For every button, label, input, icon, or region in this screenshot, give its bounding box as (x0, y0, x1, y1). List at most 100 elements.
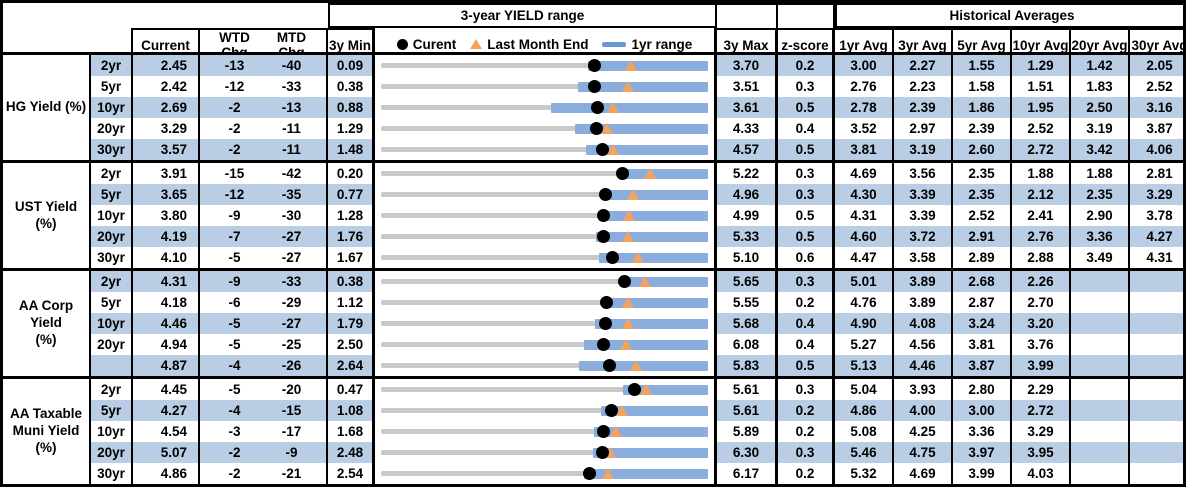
cell-current: 4.31 (133, 271, 200, 292)
cell-wtd-chg: -9 (228, 208, 241, 223)
col-header-z-score: z-score (778, 28, 835, 60)
range-track (381, 471, 708, 476)
current-marker (618, 275, 632, 288)
range-chart (375, 55, 717, 76)
one-year-range-bar (601, 405, 708, 416)
range-chart (375, 442, 717, 463)
cell-mtd-chg: -20 (281, 382, 302, 397)
cell-current: 4.19 (133, 226, 200, 247)
cell-avg-1yr-avg: 5.46 (835, 442, 894, 463)
cell-avg-3yr-avg: 4.56 (894, 334, 953, 355)
cell-avg-10yr-avg: 1.29 (1012, 55, 1071, 76)
legend-current-label: Curent (412, 36, 457, 52)
tenor-label: 20yr (91, 334, 133, 355)
last-month-end-marker (615, 405, 628, 416)
one-year-range-bar (604, 189, 708, 200)
cell-current: 3.57 (133, 139, 200, 160)
cell-avg-3yr-avg: 2.23 (894, 76, 953, 97)
cell-z-score: 0.2 (778, 292, 835, 313)
cell-avg-20yr-avg: 2.90 (1071, 205, 1130, 226)
range-plot (381, 247, 708, 268)
cell-avg-10yr-avg: 4.03 (1012, 463, 1071, 484)
cell-current: 3.65 (133, 184, 200, 205)
cell-mtd-chg: -33 (281, 274, 302, 289)
tenor-label: 10yr (91, 421, 133, 442)
last-month-end-marker (624, 60, 637, 71)
last-month-end-marker (603, 447, 616, 458)
cell-mtd-chg: -33 (281, 79, 302, 94)
cell-wtd-mtd: -4 -15 (200, 400, 328, 421)
current-marker (596, 446, 610, 459)
cell-3y-max: 5.22 (717, 163, 778, 184)
cell-z-score: 0.3 (778, 184, 835, 205)
range-track (381, 450, 708, 455)
current-marker (599, 188, 613, 201)
tenor-label: 5yr (91, 400, 133, 421)
last-month-end-triangle-icon (470, 39, 483, 49)
range-chart (375, 421, 717, 442)
cell-avg-3yr-avg: 3.93 (894, 379, 953, 400)
cell-3y-min: 1.29 (328, 118, 375, 139)
cell-z-score: 0.5 (778, 97, 835, 118)
range-plot (381, 55, 708, 76)
cell-avg-10yr-avg: 2.76 (1012, 226, 1071, 247)
cell-avg-5yr-avg: 2.68 (953, 271, 1012, 292)
tenor-label: 20yr (91, 442, 133, 463)
cell-avg-10yr-avg: 2.72 (1012, 400, 1071, 421)
header-spacer-tenor (3, 28, 133, 60)
cell-wtd-mtd: -2 -11 (200, 118, 328, 139)
cell-z-score: 0.5 (778, 355, 835, 376)
cell-3y-min: 0.38 (328, 76, 375, 97)
cell-3y-max: 3.70 (717, 55, 778, 76)
group-label: UST Yield (%) (3, 163, 91, 268)
cell-wtd-mtd: -7 -27 (200, 226, 328, 247)
cell-avg-30yr-avg: 3.29 (1130, 184, 1183, 205)
cell-wtd-chg: -7 (228, 229, 241, 244)
cell-avg-5yr-avg: 2.35 (953, 163, 1012, 184)
cell-wtd-chg: -13 (224, 58, 245, 73)
range-chart (375, 205, 717, 226)
cell-wtd-chg: -6 (228, 295, 241, 310)
last-month-end-marker (621, 318, 634, 329)
cell-avg-20yr-avg (1071, 292, 1130, 313)
cell-3y-min: 0.09 (328, 55, 375, 76)
one-year-range-bar (622, 384, 708, 395)
current-marker (587, 80, 601, 93)
cell-current: 4.86 (133, 463, 200, 484)
col-header-3y-min: 3y Min (328, 28, 375, 60)
range-track (381, 279, 708, 284)
cell-mtd-chg: -11 (282, 142, 301, 157)
cell-3y-min: 1.08 (328, 400, 375, 421)
cell-avg-5yr-avg: 3.97 (953, 442, 1012, 463)
cell-3y-min: 0.88 (328, 97, 375, 118)
current-marker (583, 467, 597, 480)
cell-mtd-chg: -40 (281, 58, 302, 73)
cell-wtd-chg: -2 (228, 466, 241, 481)
group-label: HG Yield (%) (3, 55, 91, 160)
range-track (381, 342, 708, 347)
last-month-end-marker (638, 276, 651, 287)
cell-wtd-mtd: -9 -30 (200, 205, 328, 226)
cell-wtd-mtd: -5 -25 (200, 334, 328, 355)
cell-avg-30yr-avg: 3.16 (1130, 97, 1183, 118)
cell-3y-min: 1.28 (328, 205, 375, 226)
cell-avg-1yr-avg: 4.31 (835, 205, 894, 226)
range-track (381, 192, 708, 197)
cell-mtd-chg: -13 (281, 100, 302, 115)
cell-wtd-chg: -9 (228, 274, 241, 289)
cell-z-score: 0.5 (778, 226, 835, 247)
last-month-end-marker (626, 189, 639, 200)
range-plot (381, 271, 708, 292)
cell-wtd-mtd: -2 -9 (200, 442, 328, 463)
cell-wtd-chg: -5 (228, 337, 241, 352)
range-track (381, 300, 708, 305)
cell-avg-1yr-avg: 3.81 (835, 139, 894, 160)
cell-current: 3.91 (133, 163, 200, 184)
cell-avg-30yr-avg: 2.81 (1146, 166, 1173, 181)
cell-current: 2.45 (133, 55, 200, 76)
cell-3y-min: 2.48 (328, 442, 375, 463)
cell-wtd-mtd: -2 -21 (200, 463, 328, 484)
cell-avg-5yr-avg: 2.60 (953, 139, 1012, 160)
range-plot (381, 76, 708, 97)
current-marker (604, 404, 618, 417)
